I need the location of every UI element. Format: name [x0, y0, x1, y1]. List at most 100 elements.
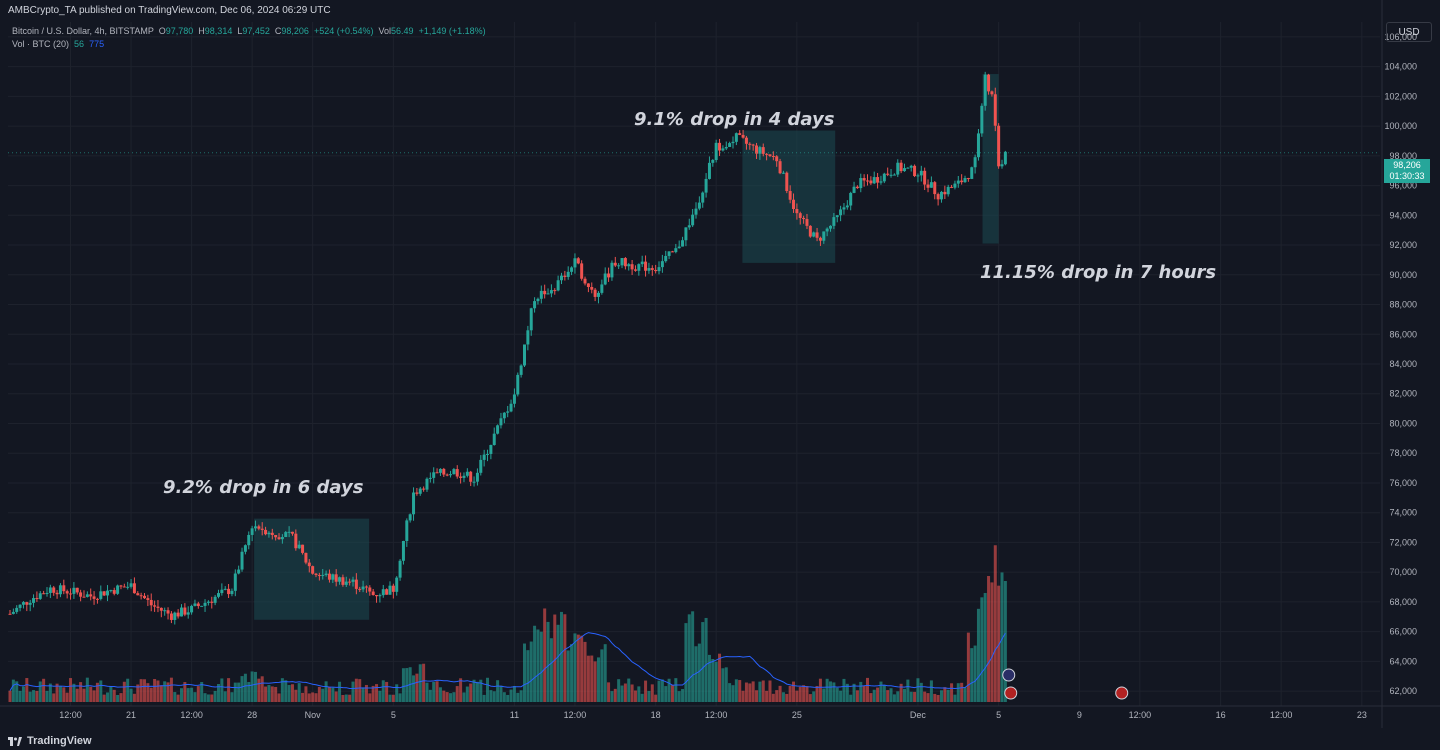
- tradingview-brand[interactable]: TradingView: [27, 735, 92, 747]
- grid: [8, 22, 1380, 706]
- volume-bar: [230, 692, 234, 702]
- symbol-name[interactable]: Bitcoin / U.S. Dollar, 4h, BITSTAMP: [12, 26, 154, 36]
- candle-body: [348, 581, 352, 583]
- volume-bar: [203, 693, 207, 702]
- annotation-drop-4-days[interactable]: 9.1% drop in 4 days: [634, 109, 835, 130]
- volume-bar: [307, 693, 311, 702]
- volume-bar: [573, 633, 577, 702]
- candle-body: [966, 178, 970, 180]
- volume-bar: [533, 625, 537, 702]
- candle-body: [45, 592, 49, 594]
- volume-bar: [284, 680, 288, 702]
- candle-body: [980, 105, 984, 134]
- volume-bar: [257, 678, 261, 702]
- candle-body: [734, 133, 738, 142]
- candle-body: [785, 172, 789, 192]
- volume-bar: [166, 682, 170, 702]
- candle-body: [65, 591, 69, 594]
- candle-body: [822, 231, 826, 241]
- candle-body: [475, 472, 479, 482]
- vol-indicator-name[interactable]: Vol · BTC (20): [12, 39, 70, 49]
- price-tick-label: 72,000: [1389, 537, 1417, 547]
- volume-bar: [227, 678, 231, 702]
- candle-body: [227, 588, 231, 595]
- volume-bar: [82, 688, 86, 702]
- volume-bar: [385, 681, 389, 702]
- candle-body: [792, 199, 796, 209]
- volume-bar: [25, 678, 29, 702]
- volume-bar: [438, 687, 442, 702]
- volume-bar: [983, 593, 987, 702]
- event-icon-us-flag[interactable]: [1115, 686, 1129, 700]
- tradingview-logo-icon[interactable]: [8, 736, 22, 746]
- candle-body: [304, 552, 308, 563]
- candle-body: [32, 598, 36, 603]
- volume-bar: [512, 685, 516, 702]
- candle-body: [997, 125, 1001, 167]
- candle-body: [243, 545, 247, 552]
- volume-bar: [250, 671, 254, 702]
- time-tick-label: 12:00: [180, 710, 203, 720]
- candle-body: [748, 143, 752, 145]
- candle-body: [956, 180, 960, 184]
- candle-body: [146, 598, 150, 600]
- time-tick-label: Dec: [910, 710, 927, 720]
- candle-body: [818, 237, 822, 241]
- event-icon-crypto[interactable]: [1002, 668, 1016, 682]
- candle-body: [707, 162, 711, 179]
- volume-bar: [348, 694, 352, 702]
- volume-bar: [442, 690, 446, 702]
- candle-body: [206, 601, 210, 603]
- volume-bar: [785, 693, 789, 702]
- candle-body: [479, 459, 483, 473]
- candle-body: [993, 94, 997, 126]
- candle-body: [287, 531, 291, 533]
- volume-bar: [35, 690, 39, 702]
- volume-bar: [576, 634, 580, 702]
- volume-bar: [341, 694, 345, 702]
- event-icon-us-flag[interactable]: [1004, 686, 1018, 700]
- candle-body: [112, 590, 116, 594]
- volume-bar: [523, 643, 526, 702]
- volume-bar: [132, 693, 136, 702]
- volume-bar: [412, 675, 416, 702]
- candle-body: [543, 290, 547, 295]
- candle-body: [183, 607, 187, 615]
- candle-body: [499, 418, 503, 426]
- volume-bar: [886, 690, 890, 702]
- time-tick-label: 16: [1216, 710, 1226, 720]
- candle-body: [929, 182, 933, 188]
- volume-bar: [987, 576, 991, 702]
- annotation-drop-6-days[interactable]: 9.2% drop in 6 days: [163, 477, 364, 498]
- candle-body: [72, 587, 76, 594]
- annotation-drop-7-hours[interactable]: 11.15% drop in 7 hours: [980, 262, 1217, 283]
- volume-bar: [674, 678, 678, 702]
- candle-body: [422, 488, 426, 490]
- candle-body: [936, 194, 940, 200]
- candle-body: [95, 598, 99, 600]
- candle-body: [405, 520, 409, 542]
- candle-body: [270, 532, 274, 535]
- price-tick-label: 96,000: [1389, 181, 1417, 191]
- volume-bar: [775, 690, 779, 702]
- volume-bar: [997, 585, 1001, 702]
- candle-body: [237, 569, 241, 574]
- candle-body: [264, 529, 268, 535]
- candle-body: [385, 589, 389, 595]
- volume-bar: [714, 661, 718, 702]
- volume-bar: [556, 624, 560, 702]
- candle-body: [203, 602, 207, 606]
- us-flag-icon: [1115, 686, 1129, 700]
- volume-bar: [475, 681, 479, 702]
- currency-button[interactable]: USD: [1386, 22, 1432, 42]
- volume-bar: [778, 685, 782, 702]
- volume-bar: [902, 688, 906, 702]
- price-tick-label: 78,000: [1389, 448, 1417, 458]
- candle-body: [442, 468, 446, 475]
- volume-bar: [593, 661, 597, 702]
- candle-body: [28, 602, 32, 605]
- candle-body: [38, 593, 42, 599]
- candle-body: [486, 453, 490, 455]
- volume-bar: [852, 683, 856, 702]
